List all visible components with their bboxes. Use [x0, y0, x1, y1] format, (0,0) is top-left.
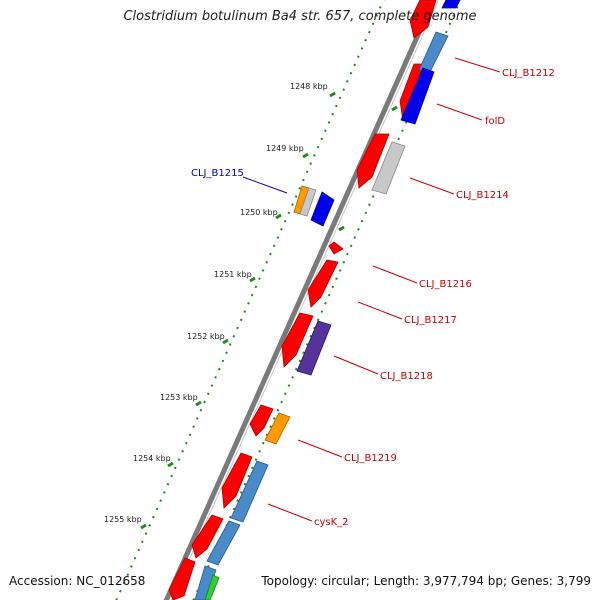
cds-arrow[interactable] — [307, 259, 339, 308]
cds-box-blue[interactable] — [441, 0, 461, 9]
kbp-label: 1251 kbp — [214, 270, 252, 279]
leader-line — [333, 355, 379, 375]
leader-line — [357, 301, 403, 320]
accession-text: Accession: NC_012658 — [9, 574, 146, 588]
cds-arrow[interactable] — [281, 312, 314, 368]
cds-arrow[interactable] — [168, 557, 196, 600]
genome-summary-text: Topology: circular; Length: 3,977,794 bp… — [261, 574, 591, 588]
gene-label[interactable]: CLJ_B1212 — [502, 68, 555, 79]
gene-label[interactable]: cysK_2 — [314, 517, 349, 528]
cds-box-steelblue[interactable] — [230, 460, 269, 523]
scale-ticks: 1248 kbp 1249 kbp 1250 kbp 1251 kbp 1252… — [104, 82, 398, 542]
cds-box-purple[interactable] — [296, 320, 332, 376]
kbp-label: 1250 kbp — [240, 208, 278, 217]
label-leaders — [242, 57, 501, 522]
scale-tick — [329, 91, 336, 98]
backbone-highlight — [170, 0, 439, 600]
scale-tick — [222, 338, 229, 345]
cds-box-steelblue[interactable] — [194, 565, 217, 600]
cds-box-orange[interactable] — [264, 412, 291, 445]
backbone — [163, 0, 439, 600]
cds-box-green[interactable] — [204, 574, 220, 600]
leader-line — [372, 265, 418, 284]
cds-box-steelblue[interactable] — [206, 520, 241, 566]
kbp-label: 1249 kbp — [266, 144, 304, 153]
gene-label[interactable]: CLJ_B1216 — [419, 279, 472, 290]
scale-tick — [275, 213, 282, 220]
kbp-label: 1248 kbp — [290, 82, 328, 91]
outer-tick — [338, 225, 345, 232]
scale-tick — [302, 152, 309, 159]
cds-arrow[interactable] — [356, 133, 390, 189]
gene-label[interactable]: CLJ_B1218 — [380, 371, 433, 382]
kbp-label: 1253 kbp — [160, 393, 198, 402]
kbp-label: 1255 kbp — [104, 515, 142, 524]
gene-label[interactable]: CLJ_B1215 — [191, 168, 244, 179]
scale-tick — [195, 400, 202, 407]
backbone-line — [163, 0, 437, 600]
cds-arrow[interactable] — [249, 404, 274, 437]
cds-box-grey[interactable] — [299, 187, 317, 217]
gene-label[interactable]: CLJ_B1217 — [404, 315, 457, 326]
outer-track-features — [194, 0, 461, 600]
scale-tick — [249, 276, 256, 283]
leader-line — [409, 177, 455, 195]
reverse-cds-features — [293, 185, 335, 227]
map-title: Clostridium botulinum Ba4 str. 657, comp… — [123, 9, 477, 24]
cds-arrow-blue[interactable] — [310, 191, 335, 227]
leader-line — [436, 103, 483, 121]
inner-tick-ring — [115, 0, 385, 600]
leader-line — [242, 176, 288, 194]
gene-label[interactable]: CLJ_B1214 — [456, 190, 509, 201]
leader-line — [267, 503, 313, 522]
cds-box-blue[interactable] — [400, 67, 435, 125]
gene-label[interactable]: CLJ_B1219 — [344, 453, 397, 464]
leader-line — [454, 57, 501, 73]
cds-box-steelblue[interactable] — [418, 31, 449, 71]
cds-arrow[interactable] — [328, 241, 344, 255]
cds-arrow[interactable] — [221, 452, 253, 509]
kbp-label: 1254 kbp — [133, 454, 171, 463]
scale-tick — [140, 523, 147, 530]
kbp-label: 1252 kbp — [187, 332, 225, 341]
cds-arrow[interactable] — [409, 0, 437, 39]
scale-tick — [167, 461, 174, 468]
cds-box-grey[interactable] — [371, 141, 406, 195]
gene-labels: CLJ_B1212 folD CLJ_B1215 CLJ_B1214 CLJ_B… — [191, 68, 555, 528]
leader-line — [297, 439, 343, 458]
cds-arrow[interactable] — [191, 514, 224, 559]
gene-label[interactable]: folD — [485, 116, 505, 127]
outer-tick — [391, 105, 398, 112]
